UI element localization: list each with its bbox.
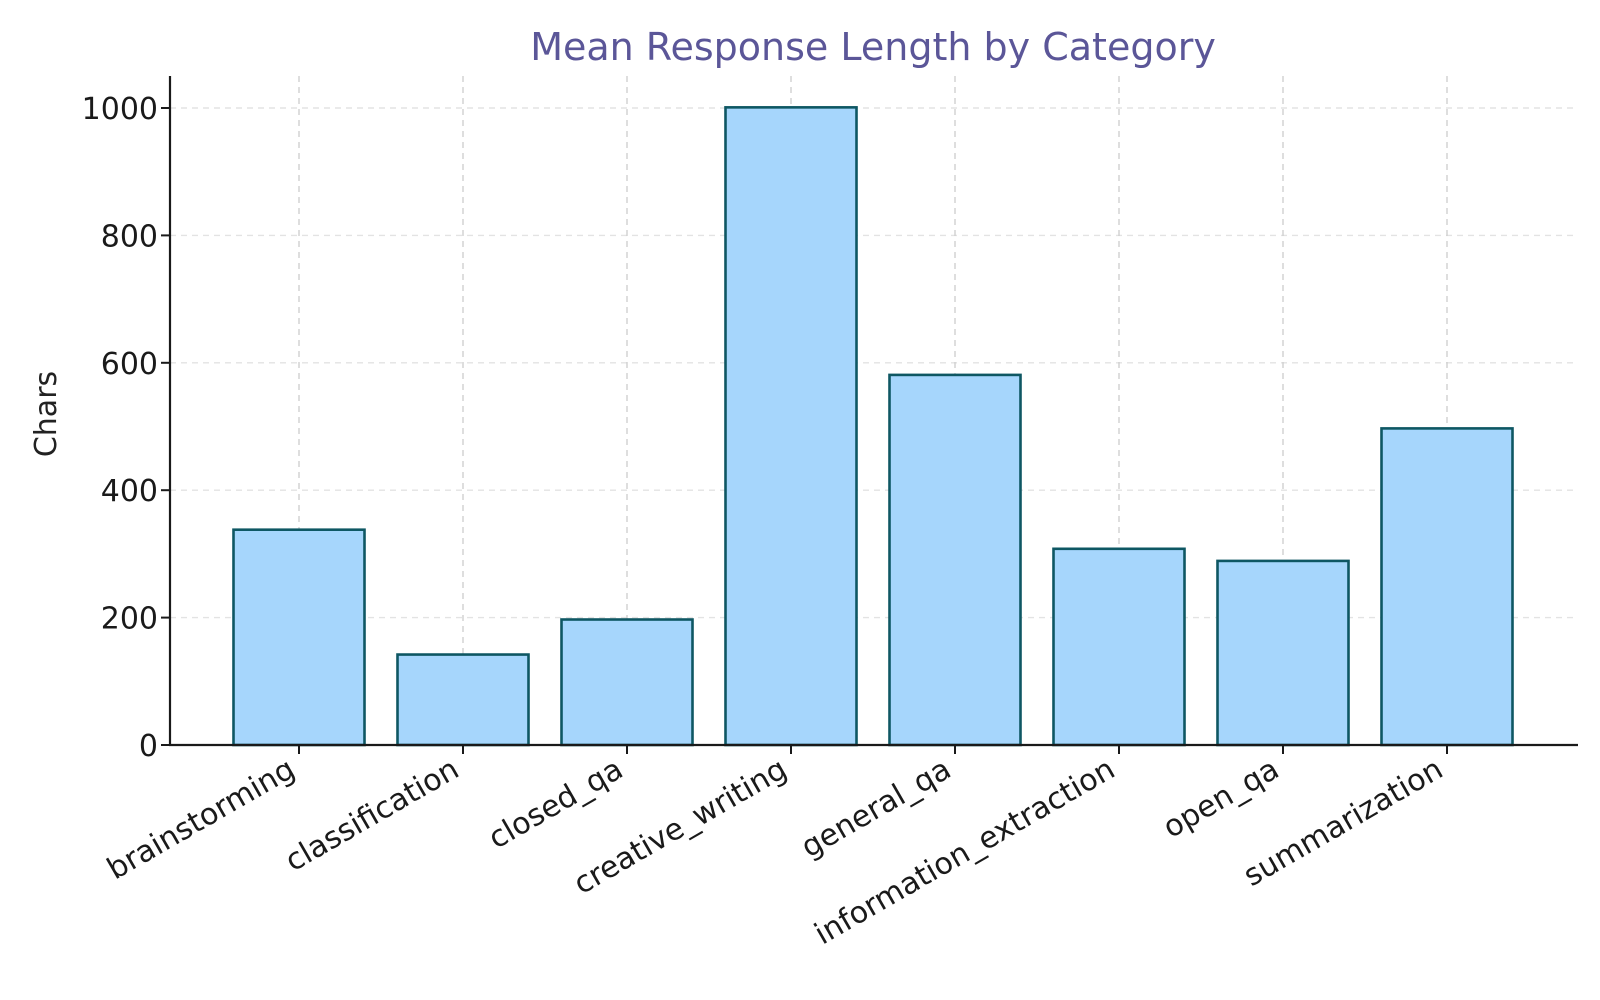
y-tick-label: 0 xyxy=(139,729,158,764)
grid-lines xyxy=(170,76,1578,745)
y-tick-label: 600 xyxy=(101,347,158,382)
y-tick-label: 400 xyxy=(101,474,158,509)
x-tick-label: open_qa xyxy=(1157,752,1285,846)
bar-classification xyxy=(396,653,530,747)
y-tick-labels: 0 200 400 600 800 1000 xyxy=(82,92,158,764)
bar-summarization xyxy=(1380,427,1514,747)
bar-closed_qa xyxy=(560,618,694,747)
y-tick-label: 1000 xyxy=(82,92,158,127)
x-tick-label: closed_qa xyxy=(483,752,629,857)
x-tick-label: information_extraction xyxy=(809,752,1121,952)
bar-information_extraction xyxy=(1052,547,1186,747)
bar-brainstorming xyxy=(232,528,366,747)
bar-general_qa xyxy=(888,373,1022,747)
x-tick-label: general_qa xyxy=(795,752,957,866)
bars xyxy=(232,106,1514,747)
bar-open_qa xyxy=(1216,559,1350,747)
y-tick-label: 200 xyxy=(101,602,158,637)
axes xyxy=(161,76,1578,754)
x-tick-label: classification xyxy=(279,752,465,879)
y-tick-label: 800 xyxy=(101,219,158,254)
x-tick-label: brainstorming xyxy=(101,752,301,887)
bar-creative_writing xyxy=(724,106,858,747)
chart-title: Mean Response Length by Category xyxy=(530,25,1216,69)
y-axis-label: Chars xyxy=(29,371,64,457)
